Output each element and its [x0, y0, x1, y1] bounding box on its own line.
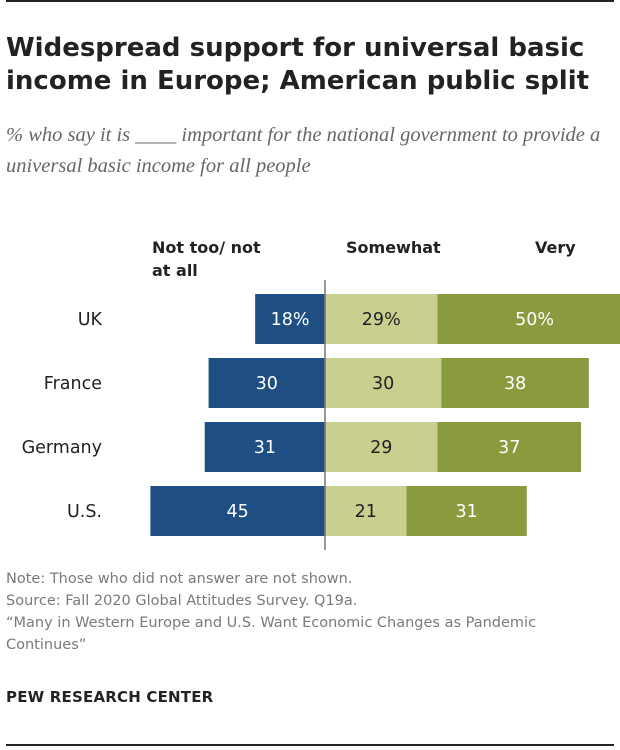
label-somewhat: 21: [355, 502, 377, 522]
report-link[interactable]: “Many in Western Europe and U.S. Want Ec…: [6, 615, 537, 653]
label-not-too: 45: [227, 502, 249, 522]
top-rule: [6, 0, 614, 2]
label-somewhat: 30: [372, 374, 394, 394]
bar-very: [437, 422, 582, 472]
bar-somewhat: [325, 294, 438, 344]
category-label: U.S.: [67, 502, 102, 522]
header-somewhat: Somewhat: [346, 238, 441, 257]
bar-very: [441, 358, 589, 408]
label-somewhat: 29%: [362, 310, 401, 330]
chart-subtitle: % who say it is ____ important for the n…: [6, 124, 601, 177]
bar-somewhat: [325, 358, 442, 408]
label-very: 50%: [515, 310, 554, 330]
category-label: France: [44, 374, 102, 394]
label-very: 38: [504, 374, 526, 394]
source-text: Source: Fall 2020 Global Attitudes Surve…: [6, 593, 358, 609]
bar-not-too: [208, 358, 325, 408]
category-label: UK: [78, 310, 103, 330]
header-very: Very: [535, 238, 576, 257]
bar-somewhat: [325, 486, 407, 536]
header-not-too: Not too/ not at all: [152, 238, 261, 280]
brand-logo-text: PEW RESEARCH CENTER: [6, 688, 214, 706]
bar-not-too: [255, 294, 325, 344]
diverging-bar-chart: UK 18% 29% 50% France 30 30 38 Germany 31 29 37 U.S.…: [22, 280, 620, 550]
chart-title: Widespread support for universal basic i…: [6, 33, 590, 96]
label-not-too: 30: [256, 374, 278, 394]
bottom-rule: [6, 744, 614, 746]
category-label: Germany: [22, 438, 102, 458]
bar-very: [437, 294, 620, 344]
label-very: 31: [455, 502, 477, 522]
label-somewhat: 29: [370, 438, 392, 458]
bar-not-too: [150, 486, 325, 536]
label-not-too: 18%: [271, 310, 310, 330]
bar-somewhat: [325, 422, 438, 472]
bar-very: [406, 486, 527, 536]
label-not-too: 31: [254, 438, 276, 458]
notes-block: Note: Those who did not answer are not s…: [6, 568, 614, 656]
bar-not-too: [204, 422, 325, 472]
label-very: 37: [498, 438, 520, 458]
note-text: Note: Those who did not answer are not s…: [6, 571, 353, 587]
